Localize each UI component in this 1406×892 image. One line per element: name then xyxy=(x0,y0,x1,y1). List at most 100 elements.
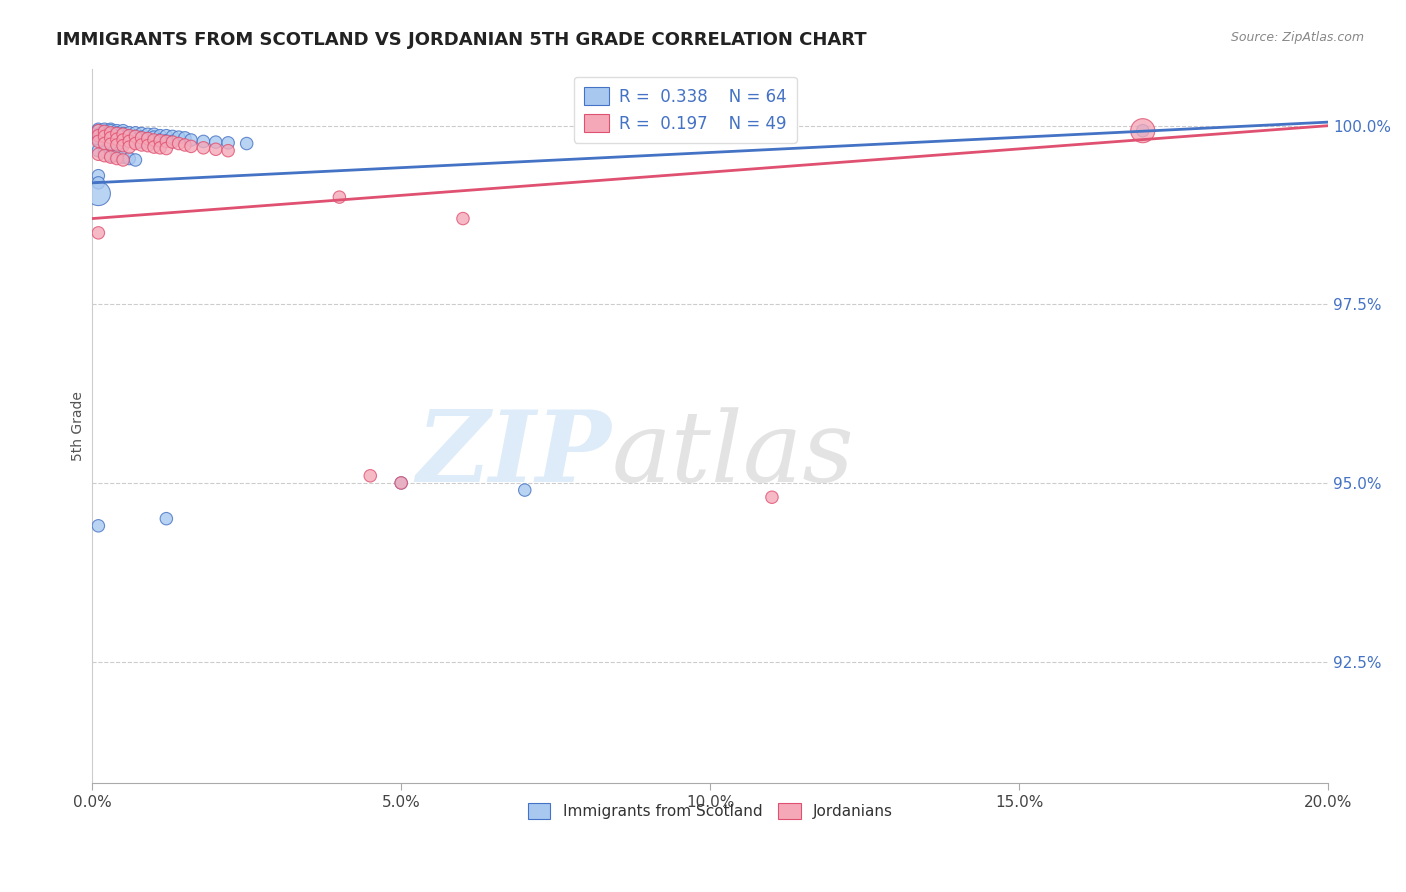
Point xyxy=(124,129,146,144)
Point xyxy=(112,127,135,141)
Point xyxy=(389,475,412,490)
Point xyxy=(105,152,128,166)
Point xyxy=(204,142,226,156)
Point xyxy=(143,135,166,149)
Point xyxy=(155,142,177,156)
Point xyxy=(235,136,257,151)
Point xyxy=(155,511,177,525)
Point xyxy=(143,128,166,142)
Point xyxy=(124,153,146,167)
Point xyxy=(112,153,135,167)
Point xyxy=(112,124,135,138)
Point xyxy=(112,150,135,164)
Point xyxy=(100,136,122,151)
Point xyxy=(105,132,128,146)
Point xyxy=(1132,124,1154,138)
Point xyxy=(217,136,239,150)
Point xyxy=(124,135,146,149)
Point xyxy=(124,126,146,140)
Point xyxy=(136,131,159,145)
Point xyxy=(112,129,135,144)
Legend: Immigrants from Scotland, Jordanians: Immigrants from Scotland, Jordanians xyxy=(522,797,898,825)
Point xyxy=(328,190,350,204)
Text: IMMIGRANTS FROM SCOTLAND VS JORDANIAN 5TH GRADE CORRELATION CHART: IMMIGRANTS FROM SCOTLAND VS JORDANIAN 5T… xyxy=(56,31,868,49)
Point xyxy=(100,149,122,163)
Point xyxy=(359,468,381,483)
Text: atlas: atlas xyxy=(612,407,853,502)
Point xyxy=(761,490,783,504)
Point xyxy=(136,138,159,153)
Point xyxy=(100,150,122,164)
Point xyxy=(87,124,110,138)
Point xyxy=(112,133,135,147)
Point xyxy=(193,135,215,149)
Point xyxy=(118,128,141,143)
Point xyxy=(112,136,135,150)
Point xyxy=(87,147,110,161)
Point xyxy=(100,137,122,152)
Point xyxy=(87,186,110,201)
Point xyxy=(173,138,195,153)
Point xyxy=(155,134,177,148)
Point xyxy=(100,131,122,145)
Point xyxy=(136,128,159,142)
Point xyxy=(118,133,141,147)
Point xyxy=(149,134,172,148)
Point xyxy=(155,128,177,143)
Point xyxy=(105,138,128,153)
Point xyxy=(87,169,110,183)
Point xyxy=(100,126,122,140)
Point xyxy=(93,124,115,138)
Point xyxy=(180,133,202,147)
Point xyxy=(100,145,122,160)
Point xyxy=(124,136,146,151)
Point xyxy=(87,122,110,136)
Point xyxy=(118,140,141,154)
Point xyxy=(93,136,115,151)
Point xyxy=(149,141,172,155)
Point xyxy=(118,126,141,140)
Point xyxy=(167,136,190,151)
Point xyxy=(105,135,128,149)
Point xyxy=(105,128,128,143)
Point xyxy=(193,141,215,155)
Point xyxy=(162,135,184,149)
Point xyxy=(217,144,239,158)
Point xyxy=(93,130,115,145)
Point xyxy=(105,149,128,163)
Point xyxy=(124,129,146,144)
Point xyxy=(204,135,226,149)
Point xyxy=(105,126,128,140)
Point xyxy=(87,131,110,145)
Point xyxy=(87,128,110,143)
Point xyxy=(131,135,153,149)
Point xyxy=(180,139,202,153)
Point xyxy=(1132,124,1154,138)
Point xyxy=(93,149,115,163)
Point xyxy=(118,135,141,149)
Point xyxy=(149,133,172,147)
Point xyxy=(93,124,115,138)
Point xyxy=(131,127,153,141)
Point xyxy=(87,124,110,138)
Point xyxy=(136,131,159,145)
Point xyxy=(100,124,122,138)
Point xyxy=(93,128,115,142)
Point xyxy=(105,127,128,141)
Y-axis label: 5th Grade: 5th Grade xyxy=(72,391,86,460)
Point xyxy=(118,152,141,166)
Point xyxy=(149,128,172,143)
Point xyxy=(93,145,115,160)
Point xyxy=(87,128,110,142)
Point xyxy=(143,140,166,154)
Point xyxy=(87,176,110,190)
Point xyxy=(451,211,474,226)
Point xyxy=(131,131,153,145)
Point xyxy=(513,483,536,497)
Point xyxy=(100,122,122,136)
Text: ZIP: ZIP xyxy=(416,406,612,502)
Point xyxy=(143,133,166,147)
Point xyxy=(112,128,135,142)
Point xyxy=(143,130,166,145)
Point xyxy=(87,144,110,158)
